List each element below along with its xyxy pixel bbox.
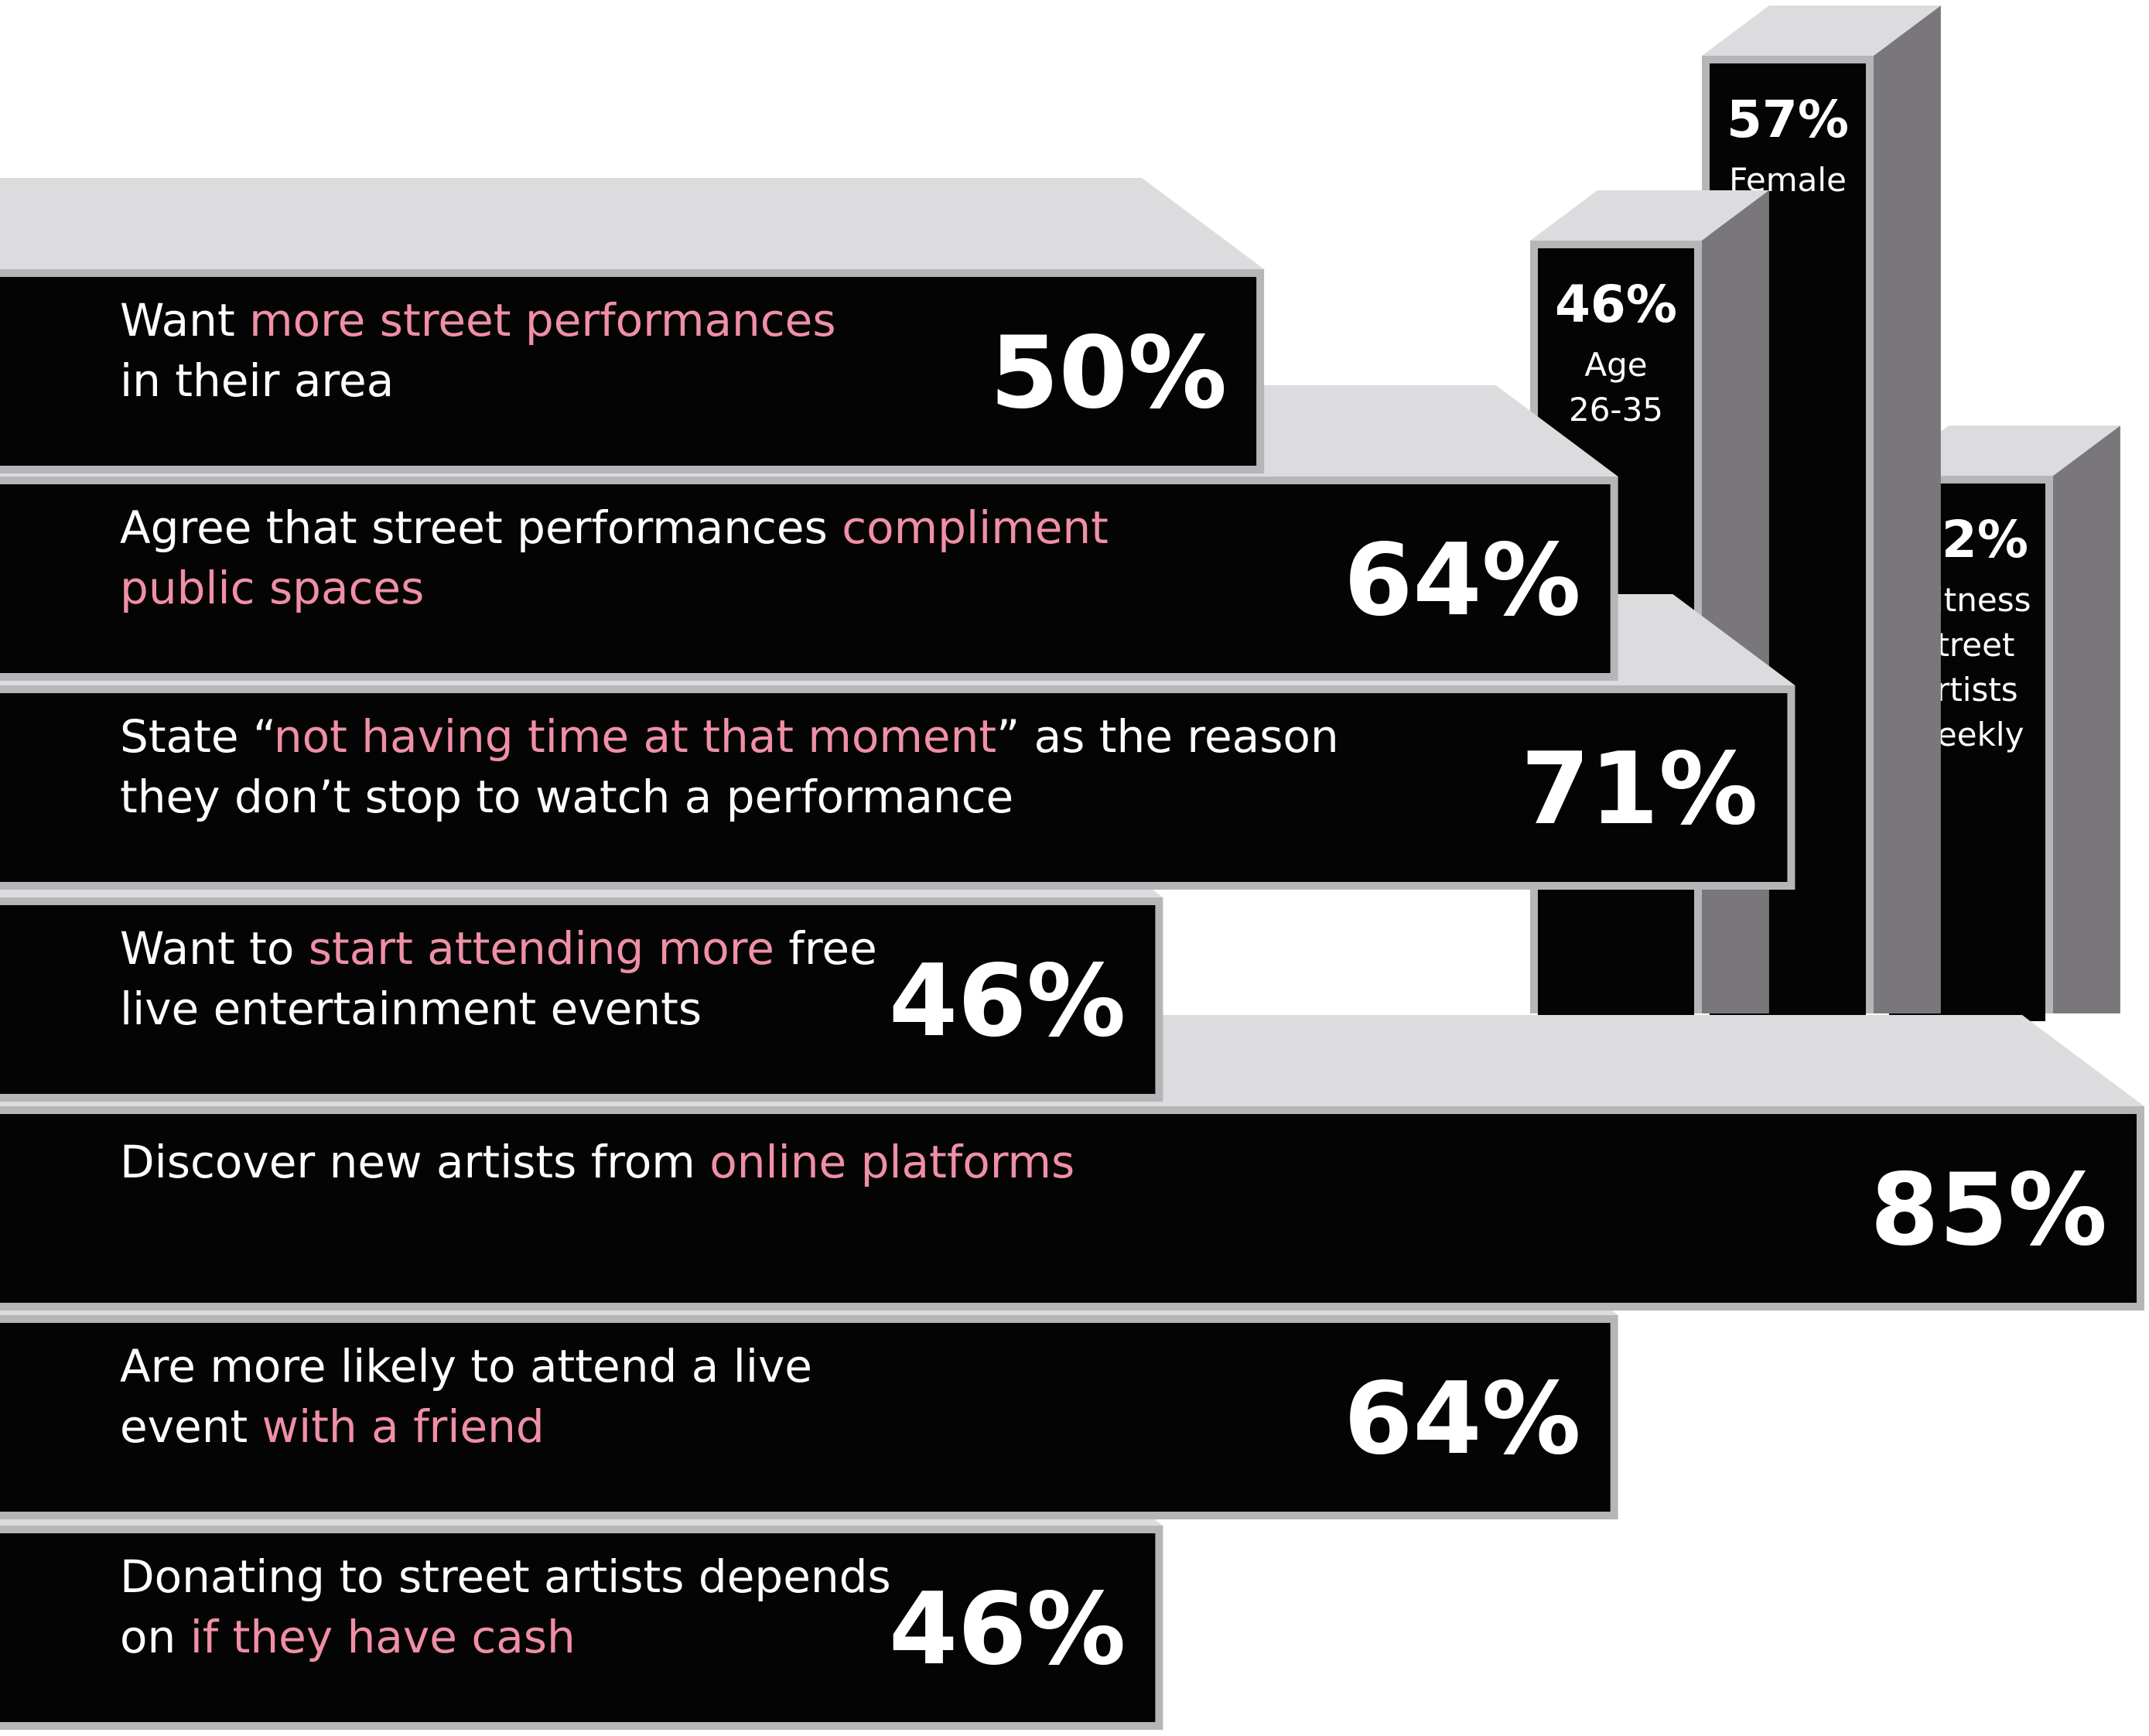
bar-label-highlight: more street performances xyxy=(249,294,835,347)
bar-label-highlight: start attending more xyxy=(309,922,774,975)
bar-value-label: 46% xyxy=(889,1572,1126,1687)
bar-label-text: Discover new artists from xyxy=(120,1136,709,1188)
bar-label: Agree that street performances complimen… xyxy=(120,501,1109,554)
bar-label-highlight: not having time at that moment xyxy=(274,710,996,763)
bar-label-highlight: compliment xyxy=(842,501,1109,554)
bar-label-highlight: if they have cash xyxy=(190,1611,576,1663)
bar-side xyxy=(2053,425,2120,1013)
bar-value-label: 85% xyxy=(1871,1153,2107,1268)
bar-label-text: free xyxy=(774,922,877,975)
bar-label: Want more street performances xyxy=(120,294,836,347)
bar-label: Donating to street artists depends xyxy=(120,1550,891,1603)
bar-face xyxy=(0,277,1257,466)
bar-label-text: State “ xyxy=(120,710,274,763)
bar-side xyxy=(1874,5,1941,1014)
bar-label-text: Donating to street artists depends xyxy=(120,1550,891,1603)
bar-label-text: Agree that street performances xyxy=(120,501,842,554)
bar-label: public spaces xyxy=(120,562,424,614)
bar-face xyxy=(0,1533,1156,1722)
bar-label: event with a friend xyxy=(120,1400,545,1453)
horizontal-bars: Donating to street artists depends on if … xyxy=(0,178,2144,1730)
bar-value-label: 46% xyxy=(889,944,1126,1059)
bar-value-label: 64% xyxy=(1344,1362,1580,1477)
horizontal-bar: Want more street performances in their ar… xyxy=(0,178,1265,473)
vertical-bar-label: Age xyxy=(1584,346,1647,384)
bar-top xyxy=(0,178,1265,269)
bar-label-text: live entertainment events xyxy=(120,982,702,1035)
bar-value-label: 71% xyxy=(1521,732,1758,847)
bar-label: State “not having time at that moment” a… xyxy=(120,710,1339,763)
bar-label: Are more likely to attend a live xyxy=(120,1340,812,1393)
bar-value-label: 64% xyxy=(1344,523,1580,638)
bar-label: in their area xyxy=(120,354,394,407)
bar-label: live entertainment events xyxy=(120,982,702,1035)
bar-label-highlight: public spaces xyxy=(120,562,424,614)
bar-side xyxy=(1702,190,1769,1013)
bar-label-text: in their area xyxy=(120,354,394,407)
bar-face xyxy=(0,484,1611,673)
bar-label-text: on xyxy=(120,1611,190,1663)
bar-label-text: event xyxy=(120,1400,262,1453)
bar-top xyxy=(1530,190,1769,241)
bar-label: on if they have cash xyxy=(120,1611,576,1663)
bar-label-text: they don’t stop to watch a performance xyxy=(120,771,1013,823)
bar-label-text: Want to xyxy=(120,922,309,975)
vertical-value-label: 57% xyxy=(1727,90,1849,149)
bar-face xyxy=(0,693,1788,882)
vertical-value-label: 46% xyxy=(1555,275,1677,334)
bar-label-text: ” as the reason xyxy=(996,710,1339,763)
bar-label-text: Want xyxy=(120,294,249,347)
bar-face xyxy=(0,1323,1611,1512)
bar-face xyxy=(0,905,1156,1094)
vertical-bar-label: 26-35 xyxy=(1569,391,1663,429)
bar-value-label: 50% xyxy=(990,316,1227,431)
bar-top xyxy=(1881,425,2120,476)
bar-face xyxy=(0,1114,2137,1303)
bar-top xyxy=(1702,5,1941,56)
bar-label-highlight: with a friend xyxy=(262,1400,545,1453)
bar-label-highlight: online platforms xyxy=(709,1136,1074,1188)
bar-label-text: Are more likely to attend a live xyxy=(120,1340,812,1393)
bar-label: they don’t stop to watch a performance xyxy=(120,771,1013,823)
bar-label: Want to start attending more free xyxy=(120,922,877,975)
bar-label: Discover new artists from online platfor… xyxy=(120,1136,1074,1188)
